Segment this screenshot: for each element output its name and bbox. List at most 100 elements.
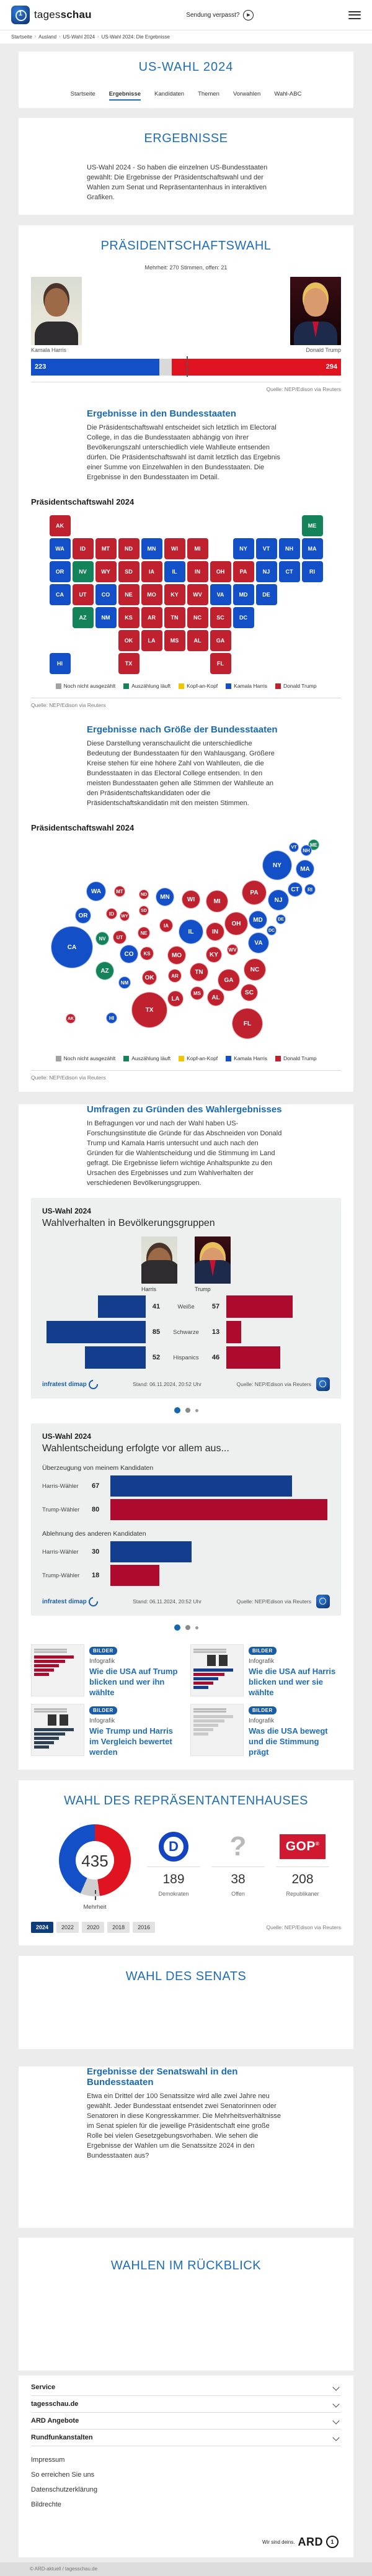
- state-tile-FL[interactable]: FL: [210, 653, 231, 675]
- state-tile-IL[interactable]: IL: [164, 561, 185, 583]
- state-tile-LA[interactable]: LA: [141, 630, 162, 652]
- state-tile-DE[interactable]: DE: [255, 584, 277, 606]
- state-bubble-LA[interactable]: LA: [167, 991, 184, 1007]
- state-bubble-MA[interactable]: MA: [296, 860, 314, 879]
- state-bubble-VA[interactable]: VA: [248, 932, 269, 954]
- teaser-card[interactable]: BILDER Infografik Wie die USA auf Harris b…: [190, 1644, 341, 1698]
- state-tile-CA[interactable]: CA: [49, 584, 71, 606]
- state-bubble-DE[interactable]: DE: [276, 914, 286, 925]
- state-bubble-MS[interactable]: MS: [190, 986, 204, 1001]
- state-bubble-TN[interactable]: TN: [190, 963, 208, 982]
- state-tile-OR[interactable]: OR: [49, 561, 71, 583]
- footer-accordion-service[interactable]: Service: [31, 2379, 341, 2396]
- state-bubble-NM[interactable]: NM: [118, 976, 131, 989]
- state-tile-KS[interactable]: KS: [118, 607, 140, 629]
- state-tile-WV[interactable]: WV: [187, 584, 208, 606]
- state-tile-CO[interactable]: CO: [95, 584, 117, 606]
- state-bubble-KY[interactable]: KY: [206, 947, 222, 963]
- breadcrumb-item[interactable]: Ausland: [38, 34, 57, 40]
- state-tile-RI[interactable]: RI: [301, 561, 323, 583]
- state-tile-MA[interactable]: MA: [301, 538, 323, 560]
- state-tile-NC[interactable]: NC: [187, 607, 208, 629]
- state-tile-CT[interactable]: CT: [278, 561, 300, 583]
- state-bubble-MI[interactable]: MI: [206, 890, 228, 913]
- state-tile-OH[interactable]: OH: [210, 561, 231, 583]
- teaser-card[interactable]: BILDER Infografik Wie die USA auf Trump bl…: [31, 1644, 182, 1698]
- state-tile-ME[interactable]: ME: [301, 515, 323, 537]
- state-bubble-NE[interactable]: NE: [138, 927, 150, 940]
- state-tile-MS[interactable]: MS: [164, 630, 185, 652]
- year-tab-2024[interactable]: 2024: [31, 1922, 54, 1934]
- state-tile-UT[interactable]: UT: [72, 584, 94, 606]
- subnav-item-wahl-abc[interactable]: Wahl-ABC: [274, 90, 302, 97]
- state-bubble-MN[interactable]: MN: [156, 888, 174, 907]
- state-bubble-NY[interactable]: NY: [262, 850, 292, 881]
- state-tile-TN[interactable]: TN: [164, 607, 185, 629]
- breadcrumb-item[interactable]: US-Wahl 2024: [63, 34, 95, 40]
- state-tile-NM[interactable]: NM: [95, 607, 117, 629]
- breadcrumb-item[interactable]: Startseite: [11, 34, 32, 40]
- subnav-item-vorwahlen[interactable]: Vorwahlen: [232, 90, 261, 97]
- state-bubble-CT[interactable]: CT: [288, 882, 303, 898]
- footer-accordion-ardangebote[interactable]: ARD Angebote: [31, 2413, 341, 2430]
- state-bubble-VT[interactable]: VT: [289, 842, 299, 853]
- state-bubble-OR[interactable]: OR: [75, 907, 91, 924]
- year-tab-2020[interactable]: 2020: [82, 1922, 105, 1934]
- state-tile-IA[interactable]: IA: [141, 561, 162, 583]
- state-tile-WI[interactable]: WI: [164, 538, 185, 560]
- dot-3[interactable]: [195, 1626, 198, 1629]
- state-bubble-IA[interactable]: IA: [159, 919, 173, 933]
- teaser-title-link[interactable]: Wie die USA auf Trump blicken und wer ih…: [89, 1667, 178, 1698]
- state-tile-HI[interactable]: HI: [49, 653, 71, 675]
- state-bubble-WA[interactable]: WA: [86, 881, 106, 902]
- teaser-thumbnail[interactable]: [31, 1704, 84, 1757]
- footer-link-soerreichensieuns[interactable]: So erreichen Sie uns: [31, 2470, 95, 2479]
- hamburger-menu-icon[interactable]: [348, 11, 361, 19]
- state-tile-AZ[interactable]: AZ: [72, 607, 94, 629]
- teaser-title-link[interactable]: Wie die USA auf Harris blicken und wer s…: [249, 1667, 336, 1698]
- state-bubble-FL[interactable]: FL: [232, 1008, 263, 1040]
- state-bubble-AR[interactable]: AR: [168, 969, 182, 983]
- state-bubble-PA[interactable]: PA: [242, 880, 267, 906]
- state-bubble-OK[interactable]: OK: [142, 970, 157, 986]
- subnav-item-ergebnisse[interactable]: Ergebnisse: [108, 91, 141, 101]
- state-tile-IN[interactable]: IN: [187, 561, 208, 583]
- state-bubble-WI[interactable]: WI: [182, 890, 200, 909]
- state-bubble-CA[interactable]: CA: [51, 926, 93, 969]
- us-choropleth-map[interactable]: AK ME WA ID MT ND MN WI MI NY VT NH MA OR NV WY SD IA IL IN…: [49, 515, 323, 675]
- teaser-card[interactable]: BILDER Infografik Wie Trump und Harris im …: [31, 1704, 182, 1757]
- state-tile-KY[interactable]: KY: [164, 584, 185, 606]
- state-tile-NH[interactable]: NH: [278, 538, 300, 560]
- state-tile-VA[interactable]: VA: [210, 584, 231, 606]
- state-tile-GA[interactable]: GA: [210, 630, 231, 652]
- state-tile-NV[interactable]: NV: [72, 561, 94, 583]
- subnav-item-themen[interactable]: Themen: [198, 90, 219, 97]
- state-tile-DC[interactable]: DC: [232, 607, 254, 629]
- state-tile-MI[interactable]: MI: [187, 538, 208, 560]
- year-tab-2022[interactable]: 2022: [56, 1922, 79, 1934]
- footer-link-datenschutzerklrung[interactable]: Datenschutzerklärung: [31, 2485, 98, 2493]
- state-bubble-RI[interactable]: RI: [304, 884, 316, 896]
- dot-2[interactable]: [185, 1408, 190, 1413]
- state-bubble-ID[interactable]: ID: [106, 908, 117, 920]
- state-tile-AK[interactable]: AK: [49, 515, 71, 537]
- state-tile-TX[interactable]: TX: [118, 653, 140, 675]
- state-bubble-AZ[interactable]: AZ: [95, 961, 114, 981]
- state-bubble-UT[interactable]: UT: [113, 930, 126, 945]
- year-tab-2016[interactable]: 2016: [133, 1922, 156, 1934]
- state-bubble-SC[interactable]: SC: [241, 984, 258, 1002]
- state-bubble-ND[interactable]: ND: [139, 889, 149, 900]
- state-bubble-MO[interactable]: MO: [167, 946, 186, 965]
- subnav-item-kandidaten[interactable]: Kandidaten: [154, 90, 185, 97]
- dot-3[interactable]: [195, 1408, 198, 1412]
- state-tile-PA[interactable]: PA: [232, 561, 254, 583]
- teaser-card[interactable]: BILDER Infografik Was die USA bewegt und d…: [190, 1704, 341, 1757]
- state-bubble-IL[interactable]: IL: [179, 919, 203, 945]
- missed-show-link[interactable]: Sendung verpasst? ▶: [92, 9, 348, 20]
- state-tile-SC[interactable]: SC: [210, 607, 231, 629]
- state-tile-MN[interactable]: MN: [141, 538, 162, 560]
- play-icon[interactable]: ▶: [243, 9, 254, 20]
- state-bubble-NV[interactable]: NV: [95, 932, 109, 946]
- state-tile-WY[interactable]: WY: [95, 561, 117, 583]
- year-tab-2018[interactable]: 2018: [107, 1922, 130, 1934]
